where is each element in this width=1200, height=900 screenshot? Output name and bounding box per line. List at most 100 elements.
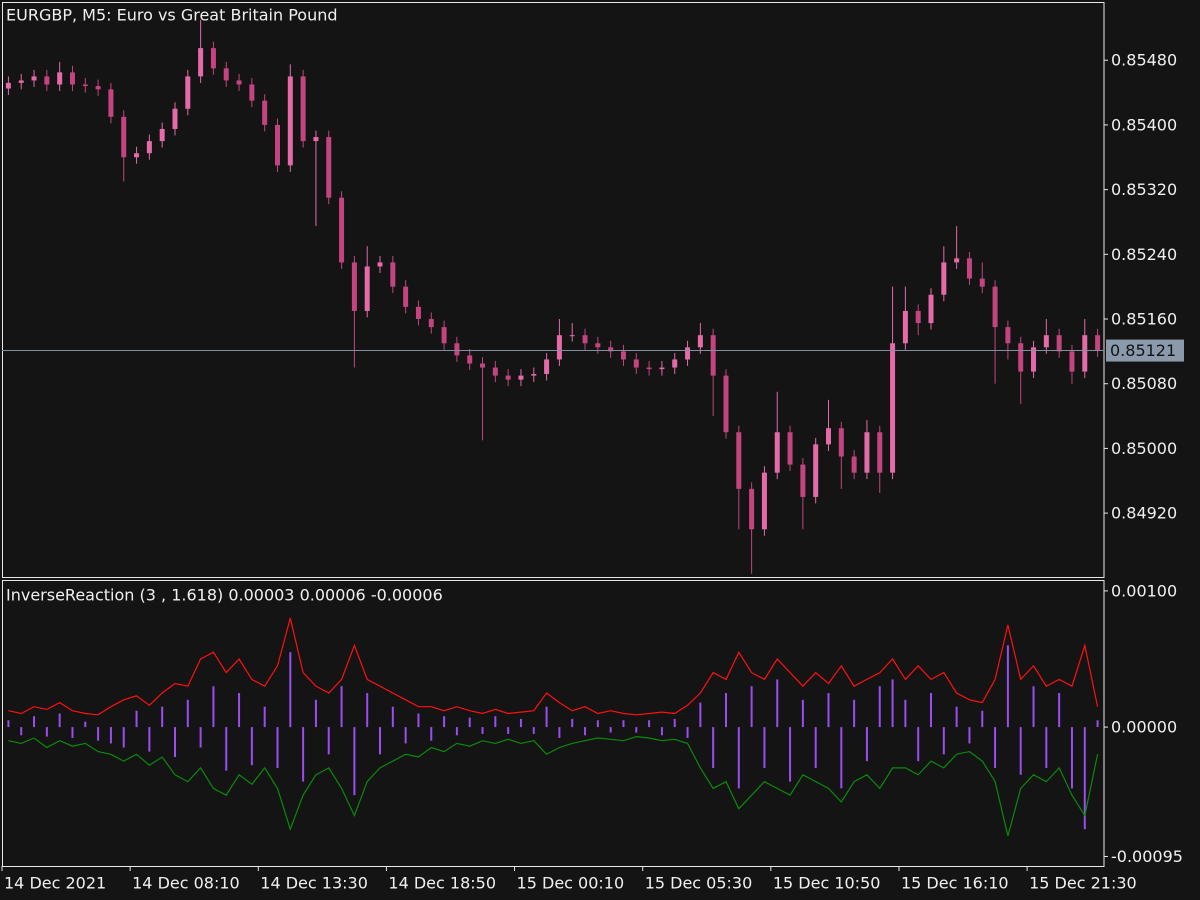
candle-body — [428, 319, 434, 328]
candle-body — [1056, 335, 1062, 352]
y-tick-label: 0.00000 — [1111, 718, 1177, 737]
candle-body — [377, 262, 383, 267]
y-tick-label: 0.85080 — [1111, 374, 1177, 393]
candle-body — [838, 428, 844, 457]
candle-body — [1005, 327, 1011, 344]
candle-body — [1018, 343, 1024, 372]
candle-body — [749, 488, 755, 530]
candle-body — [1031, 347, 1037, 372]
last-price-box — [1106, 339, 1184, 362]
x-tick-label: 14 Dec 18:50 — [388, 874, 496, 893]
candle-body — [134, 153, 140, 158]
candle-body — [223, 68, 229, 81]
candle-body — [121, 116, 127, 158]
candle-body — [569, 335, 575, 337]
candle-body — [108, 89, 114, 117]
candle-body — [954, 258, 960, 263]
candle-body — [890, 343, 896, 473]
y-tick-label: 0.85240 — [1111, 245, 1177, 264]
candle-body — [480, 363, 486, 368]
x-tick-label: 15 Dec 00:10 — [517, 874, 625, 893]
candle-body — [492, 367, 498, 376]
candle-body — [813, 444, 819, 497]
candle-body — [172, 108, 178, 129]
candle-body — [57, 72, 63, 85]
y-tick-label: 0.85400 — [1111, 115, 1177, 134]
x-tick-label: 15 Dec 10:50 — [773, 874, 881, 893]
candle-body — [979, 278, 985, 287]
x-tick-label: 14 Dec 13:30 — [260, 874, 368, 893]
candle-body — [287, 76, 293, 166]
candle-body — [697, 335, 703, 348]
candle-body — [787, 432, 793, 465]
candle-body — [723, 375, 729, 433]
x-tick-label: 14 Dec 08:10 — [132, 874, 240, 893]
candle-body — [146, 141, 152, 154]
candle-body — [1095, 335, 1101, 351]
candle-body — [672, 359, 678, 368]
candle-body — [1043, 335, 1049, 348]
candle-body — [351, 262, 357, 311]
y-tick-label: 0.00100 — [1111, 581, 1177, 600]
candle-body — [659, 367, 665, 370]
candle-body — [467, 355, 473, 364]
candle-body — [1082, 335, 1088, 372]
candle-body — [275, 124, 280, 166]
candle-body — [761, 472, 767, 530]
candle-body — [390, 262, 396, 287]
candle-body — [236, 80, 242, 85]
y-tick-label: 0.85160 — [1111, 310, 1177, 329]
candle-body — [69, 72, 75, 85]
y-tick-label: 0.84920 — [1111, 504, 1177, 523]
candle-body — [685, 347, 691, 360]
candle-body — [966, 258, 972, 279]
candle-body — [95, 86, 101, 90]
candle-body — [826, 428, 831, 445]
candle-body — [249, 84, 255, 101]
indicator-title: InverseReaction (3 , 1.618) 0.00003 0.00… — [6, 586, 443, 605]
candle-body — [531, 374, 537, 376]
candle-body — [454, 343, 460, 356]
candle-body — [1069, 351, 1075, 372]
candle-body — [403, 286, 409, 307]
candle-body — [441, 327, 447, 344]
y-tick-label: 0.85000 — [1111, 439, 1177, 458]
candle-body — [82, 84, 88, 87]
candle-body — [877, 432, 883, 473]
candle-body — [800, 464, 806, 497]
candle-body — [608, 347, 614, 352]
x-tick-label: 15 Dec 16:10 — [901, 874, 1009, 893]
candle-body — [864, 432, 870, 473]
indicator-panel-frame — [2, 580, 1105, 867]
candle-body — [159, 128, 165, 142]
candle-body — [595, 343, 601, 348]
candle-body — [992, 286, 998, 328]
candle-body — [646, 367, 652, 370]
candle-body — [928, 294, 934, 324]
candle-body — [313, 137, 319, 142]
candle-body — [556, 335, 562, 360]
candle-body — [633, 359, 639, 368]
candle-body — [185, 76, 191, 109]
candle-body — [300, 76, 306, 142]
candle-body — [31, 76, 37, 81]
candle-body — [774, 432, 780, 473]
candle-body — [544, 359, 550, 375]
candle-body — [262, 100, 268, 125]
candle-body — [415, 306, 421, 320]
candle-body — [198, 48, 204, 77]
candle-body — [582, 335, 588, 344]
candle-body — [210, 48, 216, 69]
x-tick-label: 15 Dec 05:30 — [645, 874, 753, 893]
candle-body — [44, 76, 50, 85]
indicator-line — [8, 617, 1099, 716]
candle-body — [902, 310, 908, 344]
candle-body — [18, 80, 24, 83]
y-tick-label: 0.85480 — [1111, 51, 1177, 70]
indicator-line — [8, 735, 1099, 837]
candle-body — [620, 351, 626, 360]
last-price-label: 0.85121 — [1110, 341, 1176, 360]
candle-body — [339, 197, 345, 263]
